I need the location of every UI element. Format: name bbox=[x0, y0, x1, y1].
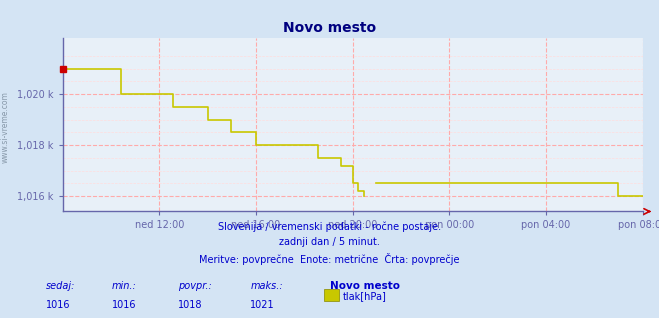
Text: Meritve: povprečne  Enote: metrične  Črta: povprečje: Meritve: povprečne Enote: metrične Črta:… bbox=[199, 253, 460, 265]
Text: 1016: 1016 bbox=[46, 300, 71, 309]
Text: Novo mesto: Novo mesto bbox=[330, 281, 399, 291]
Text: www.si-vreme.com: www.si-vreme.com bbox=[1, 91, 10, 163]
Text: povpr.:: povpr.: bbox=[178, 281, 212, 291]
Text: sedaj:: sedaj: bbox=[46, 281, 76, 291]
Text: maks.:: maks.: bbox=[250, 281, 283, 291]
Text: Novo mesto: Novo mesto bbox=[283, 21, 376, 35]
Text: 1021: 1021 bbox=[250, 300, 275, 309]
Text: Slovenija / vremenski podatki - ročne postaje.: Slovenija / vremenski podatki - ročne po… bbox=[218, 221, 441, 232]
Text: 1018: 1018 bbox=[178, 300, 202, 309]
Text: tlak[hPa]: tlak[hPa] bbox=[343, 291, 387, 301]
Text: zadnji dan / 5 minut.: zadnji dan / 5 minut. bbox=[279, 237, 380, 247]
Text: min.:: min.: bbox=[112, 281, 137, 291]
Text: 1016: 1016 bbox=[112, 300, 136, 309]
